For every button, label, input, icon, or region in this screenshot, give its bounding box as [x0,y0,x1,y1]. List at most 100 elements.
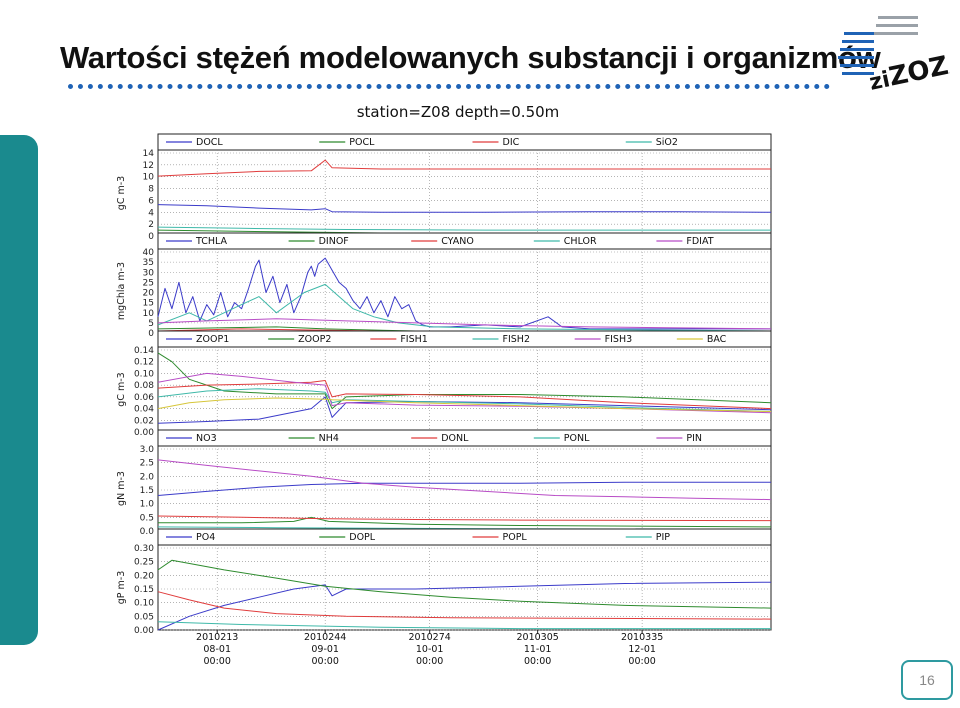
legend-entry: ZOOP2 [298,334,331,345]
panel-frame [157,133,772,237]
y-tick-label: 0.04 [134,405,154,415]
y-tick-label: 0.12 [134,358,154,368]
series-line [157,621,771,630]
y-tick-label: 14 [143,149,155,159]
y-tick-label: 8 [148,185,154,195]
y-tick-label: 35 [143,258,154,268]
zizozap-logo: ziZOZAP [838,16,950,90]
series-line [157,226,771,231]
series-line [157,204,772,213]
y-tick-label: 0.30 [134,544,154,554]
series-line [157,352,772,410]
legend-entry: BAC [707,334,727,345]
legend-entry: DIC [503,137,520,148]
series-line [157,459,772,501]
y-tick-label: 0.14 [134,346,154,356]
y-tick-label: 0.15 [134,585,154,595]
legend-entry: CHLOR [564,236,597,247]
series-line [157,159,771,177]
series-line [158,516,772,528]
legend-entry: CYANO [441,236,474,247]
y-axis-label: gN m-3 [116,471,127,506]
y-tick-label: 25 [143,278,154,288]
x-tick-label: 2010274 10-01 00:00 [409,632,451,667]
legend-entry: PIN [686,433,702,444]
y-tick-label: 2 [148,220,154,230]
x-tick-label: 2010305 11-01 00:00 [516,632,558,667]
y-tick-label: 0.20 [134,571,154,581]
y-tick-label: 30 [143,268,155,278]
title-dotted-rule [68,84,830,89]
series-line [157,515,772,522]
y-tick-label: 0.00 [134,626,154,636]
y-tick-label: 0.08 [134,381,154,391]
y-tick-label: 5 [148,319,154,329]
legend-entry: DINOF [319,236,349,247]
x-tick-label: 2010244 09-01 00:00 [304,632,346,667]
panel-frame [157,429,772,532]
panel-frame [157,330,772,433]
y-tick-label: 10 [143,173,155,183]
y-tick-label: 40 [143,248,155,258]
y-tick-label: 1.5 [140,486,154,496]
y-tick-label: 15 [143,299,154,309]
y-tick-label: 2.0 [140,472,155,482]
legend-entry: SiO2 [656,137,678,148]
series-line [157,591,772,620]
series-line [157,318,772,330]
legend-entry: TCHLA [195,236,228,247]
y-tick-label: 0.5 [140,513,154,523]
y-axis-label: gC m-3 [116,176,127,210]
series-line [157,397,772,412]
y-tick-label: 4 [148,208,154,218]
legend-entry: POPL [503,532,528,543]
legend-entry: FISH2 [503,334,530,345]
y-tick-label: 0.02 [134,416,154,426]
y-axis-label: mgChla m-3 [116,262,127,320]
series-line [157,283,772,332]
y-tick-label: 2.5 [140,459,154,469]
legend-entry: FDIAT [686,236,713,247]
y-tick-label: 0.10 [134,599,154,609]
y-tick-label: 0 [148,232,154,242]
legend-entry: PIP [656,532,671,543]
legend-entry: NO3 [196,433,217,444]
legend-entry: DOCL [196,137,223,148]
y-axis-label: gC m-3 [116,372,127,406]
y-axis-label: gP m-3 [116,571,127,605]
panel-frame [157,232,772,334]
y-tick-label: 0.10 [134,369,154,379]
legend-entry: FISH3 [605,334,632,345]
x-tick-label: 2010213 08-01 00:00 [196,632,238,667]
y-tick-label: 10 [143,309,155,319]
y-tick-label: 6 [148,196,154,206]
y-tick-label: 20 [143,289,155,299]
page-number-box: 16 [901,660,953,700]
legend-entry: NH4 [319,433,339,444]
chart-title: station=Z08 depth=0.50m [357,103,560,121]
series-line [157,396,772,424]
series-line [157,388,772,412]
y-tick-label: 3.0 [140,445,155,455]
y-tick-label: 0.05 [134,612,154,622]
x-tick-label: 2010335 12-01 00:00 [621,632,663,667]
panel-frame [157,528,772,631]
decorative-side-bar [0,135,38,645]
page-number: 16 [919,672,935,688]
y-tick-label: 0 [148,329,154,339]
series-line [157,559,772,609]
y-tick-label: 0.25 [134,558,154,568]
legend-entry: PO4 [196,532,215,543]
y-tick-label: 1.0 [140,500,155,510]
legend-entry: PONL [564,433,590,444]
y-tick-label: 0.06 [134,393,154,403]
legend-entry: POCL [349,137,375,148]
legend-entry: FISH1 [400,334,427,345]
y-tick-label: 0.0 [140,527,155,537]
y-tick-label: 0.00 [134,428,154,438]
legend-entry: ZOOP1 [196,334,229,345]
y-tick-label: 12 [143,161,154,171]
legend-entry: DOPL [349,532,376,543]
slide-title: Wartości stężeń modelowanych substancji … [60,40,881,75]
